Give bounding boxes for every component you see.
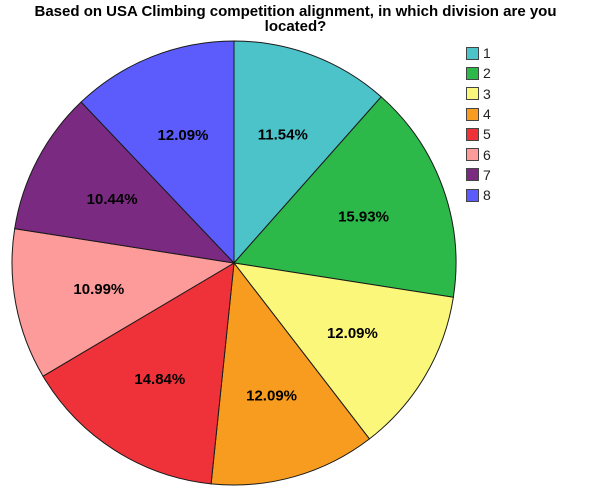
legend-item-7: 7 <box>466 165 491 185</box>
chart-title-line-1: Based on USA Climbing competition alignm… <box>34 3 557 20</box>
pie-slice-1 <box>233 40 382 265</box>
legend-swatch-3 <box>466 87 479 101</box>
legend-swatch-8 <box>466 188 479 202</box>
legend-swatch-2 <box>466 66 479 80</box>
slice-value-label-7: 10.44% <box>87 191 138 208</box>
chart-title-line-2: located? <box>264 18 327 35</box>
pie-slice-2 <box>233 96 457 298</box>
legend-swatch-5 <box>466 127 479 141</box>
legend-swatch-6 <box>466 148 479 162</box>
legend-swatch-7 <box>466 168 479 182</box>
pie-slice-3 <box>232 262 454 440</box>
slice-value-label-6: 10.99% <box>73 281 124 298</box>
chart-title: Based on USA Climbing competition alignm… <box>0 4 591 34</box>
legend-item-4: 4 <box>466 104 491 124</box>
legend-swatch-1 <box>466 46 479 60</box>
legend-swatch-4 <box>466 107 479 121</box>
slice-value-label-5: 14.84% <box>134 371 185 388</box>
legend-item-8: 8 <box>466 185 491 205</box>
legend-item-2: 2 <box>466 63 491 83</box>
legend-label-6: 6 <box>483 146 491 163</box>
legend-label-8: 8 <box>483 187 491 204</box>
slice-value-label-3: 12.09% <box>327 325 378 342</box>
legend-label-2: 2 <box>483 65 491 82</box>
legend-label-5: 5 <box>483 126 491 143</box>
legend-item-6: 6 <box>466 144 491 164</box>
slice-value-label-2: 15.93% <box>338 208 389 225</box>
legend-label-3: 3 <box>483 85 491 102</box>
legend-label-1: 1 <box>483 45 491 62</box>
slice-value-label-8: 12.09% <box>158 127 209 144</box>
slice-value-label-4: 12.09% <box>246 387 297 404</box>
chart-legend: 1 2 3 4 5 6 7 8 <box>466 43 491 205</box>
legend-item-5: 5 <box>466 124 491 144</box>
pie-slice-8 <box>80 40 235 265</box>
legend-item-3: 3 <box>466 84 491 104</box>
pie-slice-4 <box>210 261 371 486</box>
legend-item-1: 1 <box>466 43 491 63</box>
slice-value-label-1: 11.54% <box>258 126 308 143</box>
legend-label-7: 7 <box>483 166 491 183</box>
pie-slice-5 <box>42 262 235 485</box>
pie-slice-6 <box>11 228 236 377</box>
pie-slice-7 <box>14 101 236 264</box>
legend-label-4: 4 <box>483 106 491 123</box>
